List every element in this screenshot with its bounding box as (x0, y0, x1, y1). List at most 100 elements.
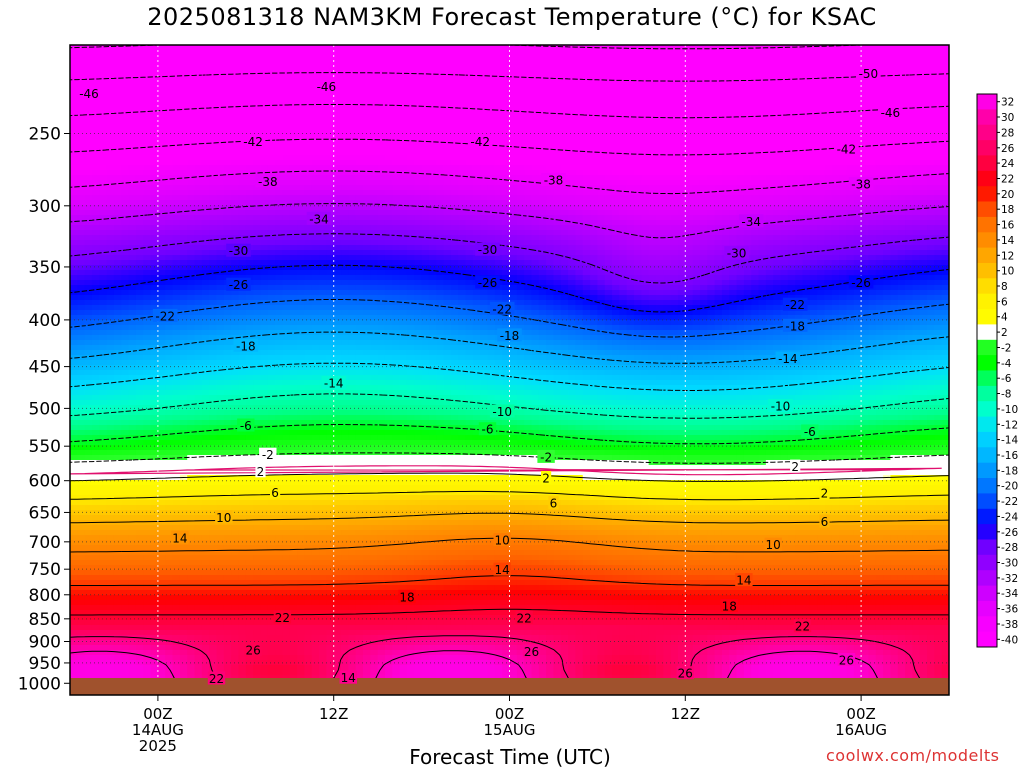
heatmap-cell (414, 55, 423, 61)
heatmap-cell (231, 145, 240, 151)
heatmap-cell (428, 55, 437, 61)
heatmap-cell (238, 210, 247, 216)
heatmap-cell (912, 145, 921, 151)
heatmap-cell (663, 65, 672, 71)
heatmap-cell (604, 160, 613, 166)
heatmap-cell (443, 70, 452, 76)
heatmap-cell (341, 235, 349, 241)
heatmap-cell (260, 155, 269, 161)
heatmap-cell (282, 175, 291, 181)
heatmap-cell (751, 140, 760, 146)
heatmap-cell (868, 195, 877, 201)
heatmap-cell (326, 235, 335, 241)
heatmap-cell (912, 230, 921, 236)
heatmap-cell (699, 165, 708, 171)
heatmap-cell (699, 85, 708, 91)
heatmap-cell (677, 170, 686, 176)
heatmap-cell (99, 145, 108, 151)
heatmap-cell (450, 70, 459, 76)
heatmap-cell (853, 155, 862, 161)
heatmap-cell (685, 75, 694, 81)
heatmap-cell (150, 65, 159, 71)
heatmap-cell (509, 230, 518, 236)
heatmap-cell (582, 235, 591, 241)
heatmap-cell (546, 135, 555, 141)
heatmap-cell (809, 45, 818, 51)
heatmap-cell (516, 245, 525, 251)
heatmap-cell (648, 140, 657, 146)
heatmap-cell (253, 185, 262, 191)
heatmap-cell (699, 115, 708, 121)
heatmap-cell (341, 195, 349, 201)
heatmap-cell (472, 155, 481, 161)
heatmap-cell (648, 160, 657, 166)
heatmap-cell (934, 130, 943, 136)
heatmap-cell (319, 170, 327, 176)
heatmap-cell (370, 145, 379, 151)
heatmap-cell (201, 110, 210, 116)
heatmap-cell (890, 200, 899, 206)
heatmap-cell (355, 155, 364, 161)
heatmap-cell (377, 55, 386, 61)
heatmap-cell (641, 55, 650, 61)
heatmap-cell (106, 210, 115, 216)
heatmap-cell (143, 75, 152, 81)
heatmap-cell (743, 200, 752, 206)
heatmap-cell (253, 200, 262, 206)
heatmap-cell (443, 50, 452, 56)
heatmap-cell (941, 210, 949, 216)
heatmap-cell (121, 250, 130, 256)
heatmap-cell (743, 85, 752, 91)
heatmap-cell (912, 130, 921, 136)
heatmap-cell (736, 180, 745, 186)
heatmap-cell (656, 180, 664, 186)
heatmap-cell (231, 215, 240, 221)
heatmap-cell (201, 85, 210, 91)
heatmap-cell (157, 75, 166, 81)
heatmap-cell (912, 75, 921, 81)
heatmap-cell (370, 215, 379, 221)
heatmap-cell (509, 210, 518, 216)
heatmap-cell (187, 130, 196, 136)
heatmap-cell (912, 220, 921, 226)
heatmap-cell (853, 105, 862, 111)
heatmap-cell (890, 60, 899, 66)
heatmap-cell (839, 230, 848, 236)
heatmap-cell (179, 225, 188, 231)
heatmap-cell (450, 240, 459, 246)
heatmap-cell (736, 95, 745, 101)
heatmap-cell (267, 245, 276, 251)
heatmap-cell (443, 75, 452, 81)
heatmap-cell (619, 190, 628, 196)
heatmap-cell (729, 135, 738, 141)
heatmap-cell (699, 110, 708, 116)
heatmap-cell (699, 80, 708, 86)
heatmap-cell (458, 60, 467, 66)
heatmap-cell (612, 135, 620, 141)
heatmap-cell (84, 225, 93, 231)
heatmap-cell (135, 100, 144, 106)
heatmap-cell (509, 200, 518, 206)
heatmap-cell (494, 110, 503, 116)
heatmap-cell (699, 195, 708, 201)
heatmap-cell (546, 225, 555, 231)
heatmap-cell (743, 205, 752, 211)
heatmap-cell (802, 70, 811, 76)
heatmap-cell (831, 185, 840, 191)
heatmap-cell (883, 220, 891, 226)
heatmap-cell (319, 160, 327, 166)
heatmap-cell (157, 195, 166, 201)
heatmap-cell (436, 150, 445, 156)
heatmap-cell (165, 220, 174, 226)
heatmap-cell (919, 90, 928, 96)
heatmap-cell (905, 95, 913, 101)
heatmap-cell (677, 155, 686, 161)
heatmap-cell (773, 60, 782, 66)
heatmap-cell (626, 120, 635, 126)
heatmap-cell (802, 200, 811, 206)
heatmap-cell (685, 50, 694, 56)
heatmap-cell (729, 130, 738, 136)
heatmap-cell (472, 85, 481, 91)
heatmap-cell (575, 180, 584, 186)
heatmap-cell (509, 225, 518, 231)
